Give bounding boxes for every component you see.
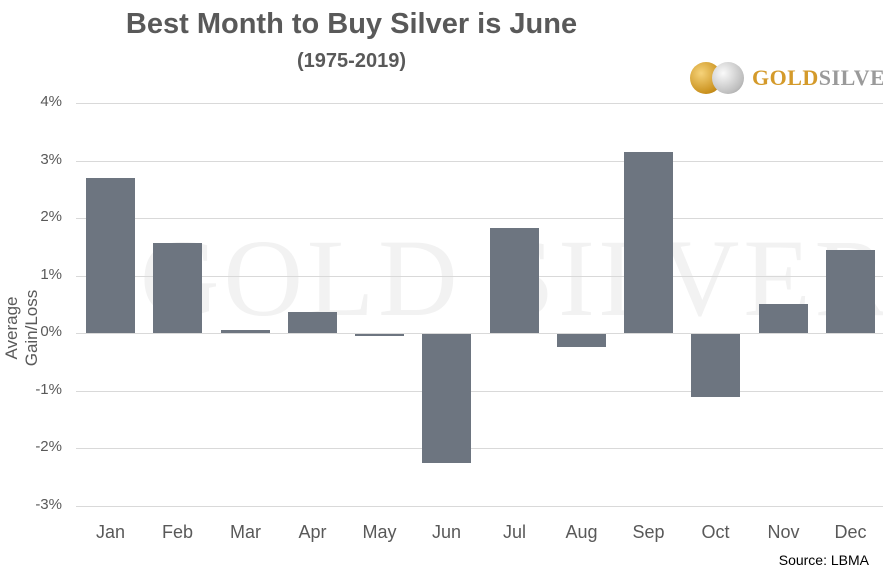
x-tick-label: Jan (95, 522, 126, 542)
bar-dec (826, 250, 875, 333)
x-tick-label: Apr (298, 522, 327, 542)
x-tick-label: Jul (502, 522, 526, 542)
chart-subtitle: (1975-2019) (297, 50, 406, 72)
gridline (76, 276, 883, 277)
gridline (76, 161, 883, 162)
bar-jan (86, 178, 135, 333)
x-tick-label: Feb (161, 522, 194, 542)
y-tick-label: 2% (40, 208, 62, 225)
bar-oct (691, 334, 740, 397)
x-tick-label: Jun (431, 522, 462, 542)
y-tick-label: 0% (40, 323, 62, 340)
y-tick-label: 3% (40, 151, 62, 168)
y-tick-label: 4% (40, 93, 62, 110)
logo-gold-text: GOLD (752, 65, 819, 90)
y-tick-label: -3% (35, 496, 62, 513)
bar-nov (759, 304, 808, 333)
bar-feb (153, 243, 202, 333)
bar-jun (422, 334, 471, 463)
logo-silver-text: SILVER (818, 65, 883, 90)
x-tick-label: May (362, 522, 397, 542)
bar-apr (288, 312, 337, 333)
silver-coin-icon (712, 62, 744, 94)
gridline (76, 218, 883, 219)
chart-title: Best Month to Buy Silver is June (125, 8, 578, 40)
bar-mar (221, 330, 270, 333)
x-tick-label: Sep (632, 522, 665, 542)
bar-jul (490, 228, 539, 333)
x-tick-label: Oct (701, 522, 730, 542)
plot-area: Jan Feb Mar Apr May Jun Jul Aug Sep Oct Nov Dec (76, 0, 883, 574)
x-tick-label: Aug (565, 522, 598, 542)
gridline (76, 448, 883, 449)
x-tick-label: Nov (767, 522, 800, 542)
bar-aug (557, 334, 606, 347)
source-note: Source: LBMA (778, 552, 869, 568)
gridline (76, 333, 883, 334)
bar-may (355, 334, 404, 336)
y-tick-label: -1% (35, 381, 62, 398)
gridline (76, 103, 883, 104)
gridline (76, 506, 883, 507)
x-tick-label: Mar (230, 522, 261, 542)
bar-sep (624, 152, 673, 333)
y-tick-label: 1% (40, 266, 62, 283)
y-tick-label: -2% (35, 438, 62, 455)
gridline (76, 391, 883, 392)
x-tick-label: Dec (834, 522, 867, 542)
